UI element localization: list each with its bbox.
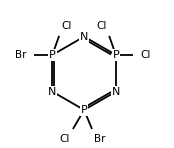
Text: Cl: Cl bbox=[140, 50, 151, 60]
Text: N: N bbox=[80, 32, 88, 42]
Text: Cl: Cl bbox=[61, 21, 71, 30]
Text: N: N bbox=[112, 87, 120, 97]
Text: Br: Br bbox=[15, 50, 26, 60]
Text: P: P bbox=[81, 105, 88, 115]
Text: Cl: Cl bbox=[97, 21, 107, 30]
Text: P: P bbox=[113, 50, 119, 60]
Text: P: P bbox=[49, 50, 56, 60]
Text: Cl: Cl bbox=[59, 134, 70, 144]
Text: Br: Br bbox=[94, 134, 106, 144]
Text: N: N bbox=[48, 87, 57, 97]
